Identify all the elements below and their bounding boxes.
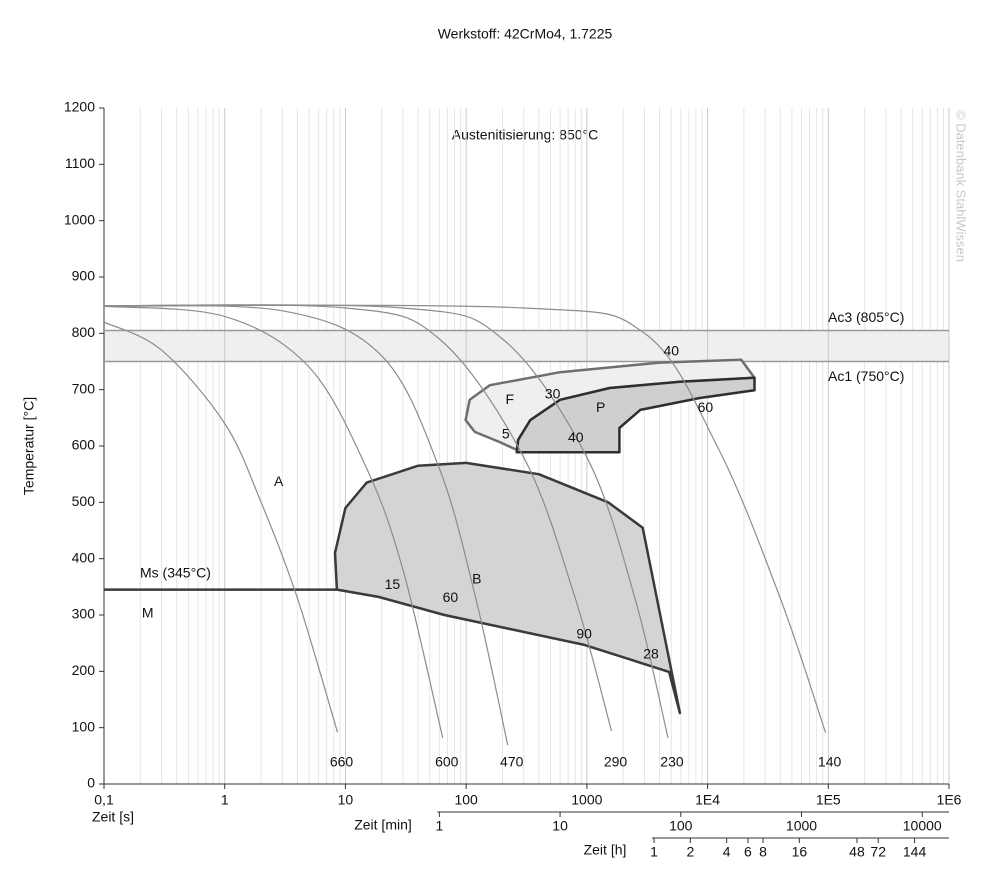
- secondary-tick-label: 100: [669, 818, 693, 834]
- y-tick-label: 900: [72, 268, 96, 284]
- secondary-tick-label: 8: [759, 844, 767, 860]
- curve-label: 60: [443, 589, 459, 605]
- secondary-tick-label: 10000: [903, 818, 942, 834]
- region-label: B: [472, 571, 481, 587]
- y-tick-label: 700: [72, 380, 96, 396]
- min-axis-label: Zeit [min]: [354, 817, 412, 833]
- y-tick-label: 1200: [64, 99, 95, 115]
- x-tick-label: 10: [338, 792, 354, 808]
- x-tick-label: 1E5: [816, 792, 841, 808]
- region-label: F: [506, 391, 515, 407]
- phase-region: [515, 376, 756, 454]
- transformation-label: Ac1 (750°C): [828, 368, 904, 384]
- curve-label: 28: [643, 646, 659, 662]
- hour-axis-label: Zeit [h]: [584, 842, 627, 858]
- cooling-curve: [103, 304, 827, 733]
- x-tick-label: 1E6: [937, 792, 962, 808]
- y-tick-label: 500: [72, 493, 96, 509]
- curve-label: P: [596, 399, 605, 415]
- y-tick-label: 100: [72, 718, 96, 734]
- y-tick-label: 400: [72, 549, 96, 565]
- hardness-label: 600: [435, 754, 459, 770]
- secondary-tick-label: 48: [849, 844, 865, 860]
- ac-band: [104, 330, 949, 362]
- ms-label: Ms (345°C): [140, 564, 211, 580]
- y-tick-label: 1000: [64, 211, 95, 227]
- chart-title: Werkstoff: 42CrMo4, 1.7225: [438, 26, 613, 42]
- phase-region: [333, 461, 682, 715]
- transformation-label: Ac3 (805°C): [828, 309, 904, 325]
- hardness-label: 660: [330, 754, 354, 770]
- curve-label: 90: [576, 625, 592, 641]
- curve-label: 30: [545, 385, 561, 401]
- y-tick-label: 600: [72, 437, 96, 453]
- x-tick-label: 1000: [571, 792, 602, 808]
- x-tick-label: 0,1: [94, 792, 114, 808]
- secondary-tick-label: 1: [650, 844, 658, 860]
- secondary-tick-label: 10: [552, 818, 568, 834]
- y-tick-label: 300: [72, 606, 96, 622]
- secondary-tick-label: 72: [870, 844, 886, 860]
- curve-label: 40: [568, 429, 584, 445]
- y-tick-label: 0: [87, 775, 95, 791]
- cooling-curve: [103, 321, 339, 733]
- cooling-curve: [103, 305, 509, 746]
- curve-label: 5: [502, 425, 510, 441]
- y-axis-label: Temperatur [°C]: [21, 397, 37, 495]
- curve-label: 15: [385, 576, 401, 592]
- secondary-tick-label: 6: [744, 844, 752, 860]
- y-tick-label: 1100: [65, 155, 95, 171]
- hardness-label: 290: [604, 754, 628, 770]
- secondary-tick-label: 1000: [786, 818, 817, 834]
- x-tick-label: 1E4: [695, 792, 720, 808]
- watermark: © Datenbank StahlWissen: [954, 110, 969, 262]
- annotation: Austenitisierung: 850°C: [452, 127, 598, 143]
- y-tick-label: 200: [72, 662, 96, 678]
- x-tick-label: 1: [221, 792, 229, 808]
- x-axis-label: Zeit [s]: [92, 809, 134, 825]
- secondary-tick-label: 144: [903, 844, 927, 860]
- hardness-label: 140: [818, 754, 842, 770]
- hardness-label: 470: [500, 754, 524, 770]
- secondary-tick-label: 1: [435, 818, 443, 834]
- secondary-tick-label: 4: [723, 844, 731, 860]
- curve-label: 40: [663, 343, 679, 359]
- x-tick-label: 100: [454, 792, 478, 808]
- curve-label: 60: [698, 399, 714, 415]
- curve-label: A: [274, 473, 284, 489]
- cooling-curve: [103, 305, 444, 738]
- hardness-label: 230: [660, 754, 684, 770]
- secondary-tick-label: 16: [792, 844, 808, 860]
- curve-label: M: [142, 605, 154, 621]
- y-tick-label: 800: [72, 324, 96, 340]
- secondary-tick-label: 2: [686, 844, 694, 860]
